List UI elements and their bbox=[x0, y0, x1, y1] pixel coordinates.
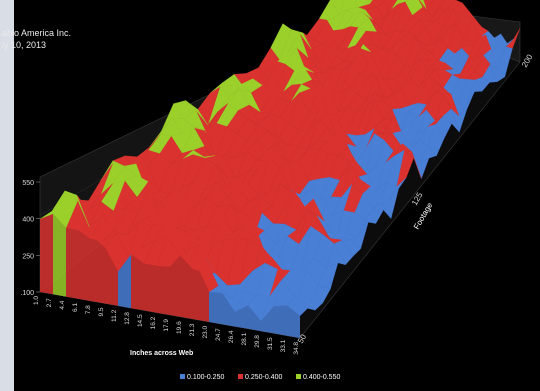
surface-front-skirt bbox=[222, 293, 235, 327]
y-tick-label: 200 bbox=[520, 52, 535, 69]
surface-cell bbox=[367, 0, 373, 5]
x-tick-label: 23.0 bbox=[202, 326, 209, 339]
x-tick-label: 31.5 bbox=[267, 337, 274, 350]
legend-swatch bbox=[238, 374, 243, 379]
x-axis: 1.0 2.7 4.4 6.1 7.8 9.5 11.2 12.8 14.5 16.2 17.9 19… bbox=[33, 296, 300, 355]
surface-front-skirt bbox=[196, 263, 209, 322]
z-tick-label: 550 bbox=[22, 180, 34, 187]
legend-label: 0.250-0.400 bbox=[245, 374, 282, 381]
surface-front-skirt bbox=[157, 265, 170, 315]
surface-front-skirt bbox=[209, 292, 222, 325]
surface-front-skirt bbox=[248, 305, 261, 332]
x-tick-label: 34.8 bbox=[293, 342, 300, 355]
x-axis-title: Inches across Web bbox=[130, 350, 193, 357]
surface-front-skirt bbox=[183, 253, 196, 320]
surface-front-skirt bbox=[235, 305, 248, 329]
x-tick-label: 12.8 bbox=[124, 312, 131, 325]
surface-front-skirt bbox=[79, 230, 92, 302]
x-tick-label: 33.1 bbox=[280, 339, 287, 352]
z-axis: .100 250 400 550 bbox=[20, 180, 40, 297]
x-tick-label: 9.5 bbox=[98, 307, 105, 316]
report-date: ly 10, 2013 bbox=[2, 40, 47, 50]
x-tick-label: 11.2 bbox=[111, 309, 118, 322]
surface-front-skirt bbox=[118, 254, 131, 309]
x-tick-label: 19.6 bbox=[176, 321, 183, 334]
surface-front-skirt bbox=[92, 236, 105, 304]
legend-swatch bbox=[296, 374, 301, 379]
x-tick-label: 7.8 bbox=[85, 305, 92, 314]
surface-front-skirt bbox=[287, 305, 300, 338]
surface-front-skirt bbox=[105, 247, 118, 306]
x-tick-label: 21.3 bbox=[189, 323, 196, 336]
x-tick-label: 17.9 bbox=[163, 319, 170, 332]
surface-cell bbox=[355, 0, 370, 8]
x-tick-label: 24.7 bbox=[215, 328, 222, 341]
z-tick-label: 400 bbox=[22, 217, 34, 224]
surface-front-skirt bbox=[131, 254, 144, 311]
surface-front-skirt bbox=[170, 253, 183, 318]
legend-label: 0.400-0.550 bbox=[303, 374, 340, 381]
legend-label: 0.100-0.250 bbox=[187, 374, 224, 381]
company-name: ahlo America Inc. bbox=[2, 28, 72, 38]
chart-header: ahlo America Inc. ly 10, 2013 bbox=[2, 27, 71, 51]
x-tick-label: 28.1 bbox=[241, 332, 248, 345]
x-tick-label: 6.1 bbox=[72, 303, 79, 312]
x-tick-label: 14.5 bbox=[137, 314, 144, 327]
surface-front-skirt bbox=[66, 227, 79, 299]
surface-front-skirt bbox=[53, 213, 66, 297]
surface-front-skirt bbox=[261, 306, 274, 334]
x-tick-label: 29.8 bbox=[254, 335, 261, 348]
legend-swatch bbox=[180, 374, 185, 379]
surface-front-skirt bbox=[40, 213, 53, 295]
surface-cell bbox=[419, 0, 427, 9]
surface-front-skirt bbox=[144, 263, 157, 313]
surface-front-skirt bbox=[274, 305, 287, 336]
z-tick-label: 250 bbox=[22, 253, 34, 260]
x-tick-label: 16.2 bbox=[150, 316, 157, 329]
x-tick-label: 4.4 bbox=[59, 300, 66, 309]
z-tick-label: .100 bbox=[20, 290, 34, 297]
surface-plot bbox=[39, 0, 521, 338]
left-window-strip bbox=[0, 0, 14, 391]
x-tick-label: 26.4 bbox=[228, 330, 235, 343]
x-tick-label: 2.7 bbox=[46, 298, 53, 307]
x-tick-label: 1.0 bbox=[33, 296, 40, 305]
legend: 0.100-0.250 0.250-0.400 0.400-0.550 bbox=[180, 374, 340, 381]
